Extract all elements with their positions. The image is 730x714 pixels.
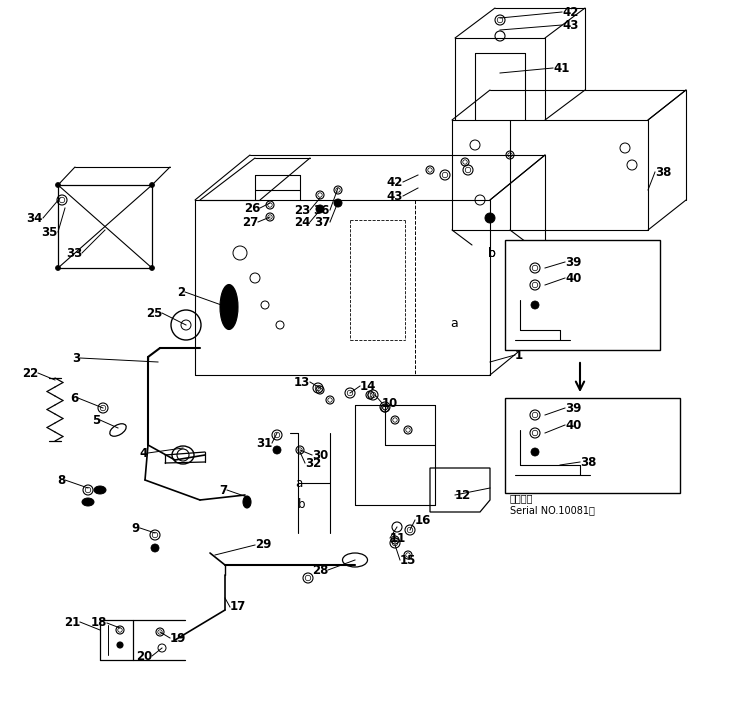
Text: 14: 14 (360, 380, 377, 393)
Circle shape (316, 205, 324, 213)
Text: 34: 34 (26, 211, 43, 224)
Text: 36: 36 (314, 203, 330, 216)
Text: 33: 33 (66, 246, 82, 259)
Text: 38: 38 (655, 166, 672, 178)
Circle shape (334, 199, 342, 207)
Text: 4: 4 (139, 446, 148, 460)
Text: 7: 7 (219, 483, 227, 496)
Text: 30: 30 (312, 448, 328, 461)
Ellipse shape (243, 496, 251, 508)
Circle shape (273, 446, 281, 454)
Text: 29: 29 (255, 538, 272, 551)
Circle shape (55, 266, 61, 271)
Text: 40: 40 (565, 271, 581, 284)
Circle shape (531, 448, 539, 456)
Text: 39: 39 (565, 401, 581, 415)
Text: 42: 42 (387, 176, 403, 188)
Text: 35: 35 (42, 226, 58, 238)
Text: 2: 2 (177, 286, 185, 298)
Text: b: b (488, 246, 496, 259)
Text: 40: 40 (565, 418, 581, 431)
Text: 12: 12 (455, 488, 472, 501)
Text: 41: 41 (553, 61, 569, 74)
Text: b: b (488, 246, 496, 259)
Text: 43: 43 (387, 189, 403, 203)
Text: 適用号機: 適用号機 (510, 493, 534, 503)
Text: 23: 23 (293, 203, 310, 216)
Text: Serial NO.10081〜: Serial NO.10081〜 (510, 505, 595, 515)
Ellipse shape (82, 498, 94, 506)
Circle shape (151, 544, 159, 552)
Bar (505, 240, 660, 350)
Text: 28: 28 (312, 563, 328, 576)
Ellipse shape (220, 284, 238, 329)
Text: 5: 5 (92, 413, 100, 426)
Circle shape (150, 183, 155, 188)
Text: 16: 16 (415, 513, 431, 526)
Text: 37: 37 (314, 216, 330, 228)
Text: a: a (450, 316, 458, 329)
Text: 38: 38 (580, 456, 596, 468)
Text: 1: 1 (515, 348, 523, 361)
Text: 26: 26 (244, 201, 260, 214)
Text: 27: 27 (242, 216, 258, 228)
Circle shape (485, 213, 495, 223)
Text: 3: 3 (72, 351, 80, 365)
Text: 31: 31 (255, 436, 272, 450)
Text: 10: 10 (382, 396, 399, 410)
Text: 13: 13 (293, 376, 310, 388)
Text: 25: 25 (145, 306, 162, 319)
Text: a: a (295, 476, 302, 490)
Text: 21: 21 (64, 615, 80, 628)
Text: 17: 17 (230, 600, 246, 613)
Text: 11: 11 (390, 531, 407, 545)
Ellipse shape (94, 486, 106, 494)
Text: 32: 32 (305, 456, 321, 470)
Circle shape (150, 266, 155, 271)
Bar (505, 398, 680, 493)
Text: b: b (298, 498, 305, 511)
Text: 8: 8 (57, 473, 65, 486)
Text: 22: 22 (22, 366, 38, 380)
Text: 15: 15 (400, 553, 416, 566)
Circle shape (531, 301, 539, 309)
Text: 42: 42 (562, 6, 578, 19)
Text: 43: 43 (562, 19, 578, 31)
Circle shape (117, 642, 123, 648)
Text: 6: 6 (70, 391, 78, 405)
Text: 19: 19 (170, 631, 186, 645)
Text: 39: 39 (565, 256, 581, 268)
Text: 20: 20 (136, 650, 152, 663)
Circle shape (55, 183, 61, 188)
Text: 9: 9 (131, 521, 140, 535)
Text: 24: 24 (293, 216, 310, 228)
Text: 18: 18 (91, 616, 107, 630)
